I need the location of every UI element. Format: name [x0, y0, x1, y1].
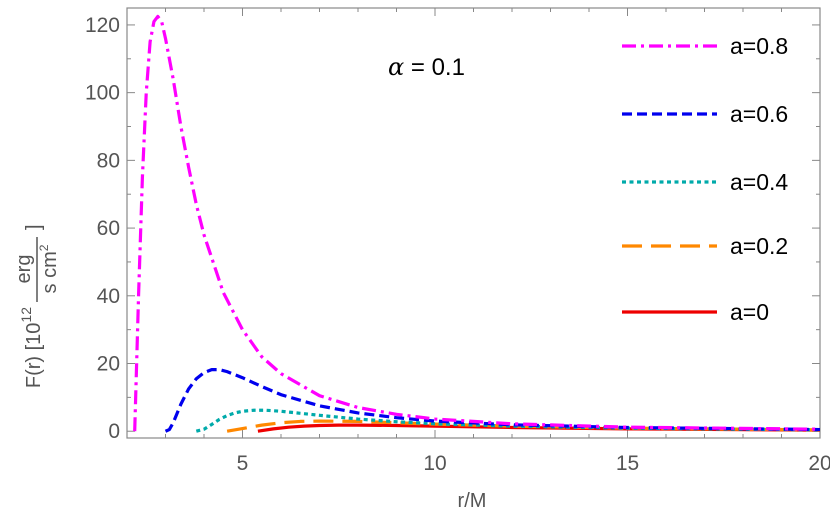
y-axis-title-denominator: s cm2	[37, 244, 61, 293]
y-axis-title-denominator-exponent: 2	[37, 244, 51, 251]
alpha-symbol: α	[388, 53, 404, 81]
x-tick-label: 10	[423, 452, 446, 475]
legend-label-a=0.4: a=0.4	[730, 169, 788, 195]
alpha-value: = 0.1	[404, 54, 465, 81]
y-axis-title-suffix: ]	[23, 224, 45, 230]
y-tick-label: 60	[97, 217, 120, 240]
y-tick-label: 20	[97, 353, 120, 376]
y-axis-title-prefix: F(r) [10	[23, 323, 45, 389]
y-axis-title: F(r) [1012 erg s cm2 ]	[13, 224, 61, 388]
y-axis-title-denominator-base: s cm	[39, 251, 61, 293]
series-line-a=0.6	[164, 368, 820, 433]
legend-label-a=0: a=0	[730, 299, 769, 325]
legend-label-a=0.2: a=0.2	[730, 233, 788, 259]
y-tick-label: 100	[85, 82, 120, 105]
legend-label-a=0.8: a=0.8	[730, 33, 788, 59]
y-tick-label: 0	[108, 420, 120, 443]
y-axis-title-numerator: erg	[13, 255, 35, 284]
x-axis: 5 10 15 20	[165, 8, 830, 475]
x-tick-label: 20	[808, 452, 830, 475]
y-tick-label: 40	[97, 285, 120, 308]
y-tick-label: 120	[85, 14, 120, 37]
y-axis: 0 20 40 60 80 100 120	[85, 14, 820, 443]
legend: a=0.8 a=0.6 a=0.4 a=0.2 a=0	[622, 33, 788, 325]
y-axis-title-main: F(r) [1012	[18, 307, 45, 388]
y-tick-label: 80	[97, 149, 120, 172]
y-axis-title-exponent: 12	[18, 307, 34, 323]
series-lines	[133, 14, 820, 433]
x-tick-label: 15	[616, 452, 639, 475]
x-axis-title: r/M	[458, 490, 487, 512]
legend-label-a=0.6: a=0.6	[730, 101, 788, 127]
series-line-a=0.4	[195, 408, 820, 433]
alpha-annotation: α = 0.1	[388, 53, 465, 81]
x-tick-label: 5	[237, 452, 249, 475]
series-line-a=0.8	[133, 14, 820, 432]
